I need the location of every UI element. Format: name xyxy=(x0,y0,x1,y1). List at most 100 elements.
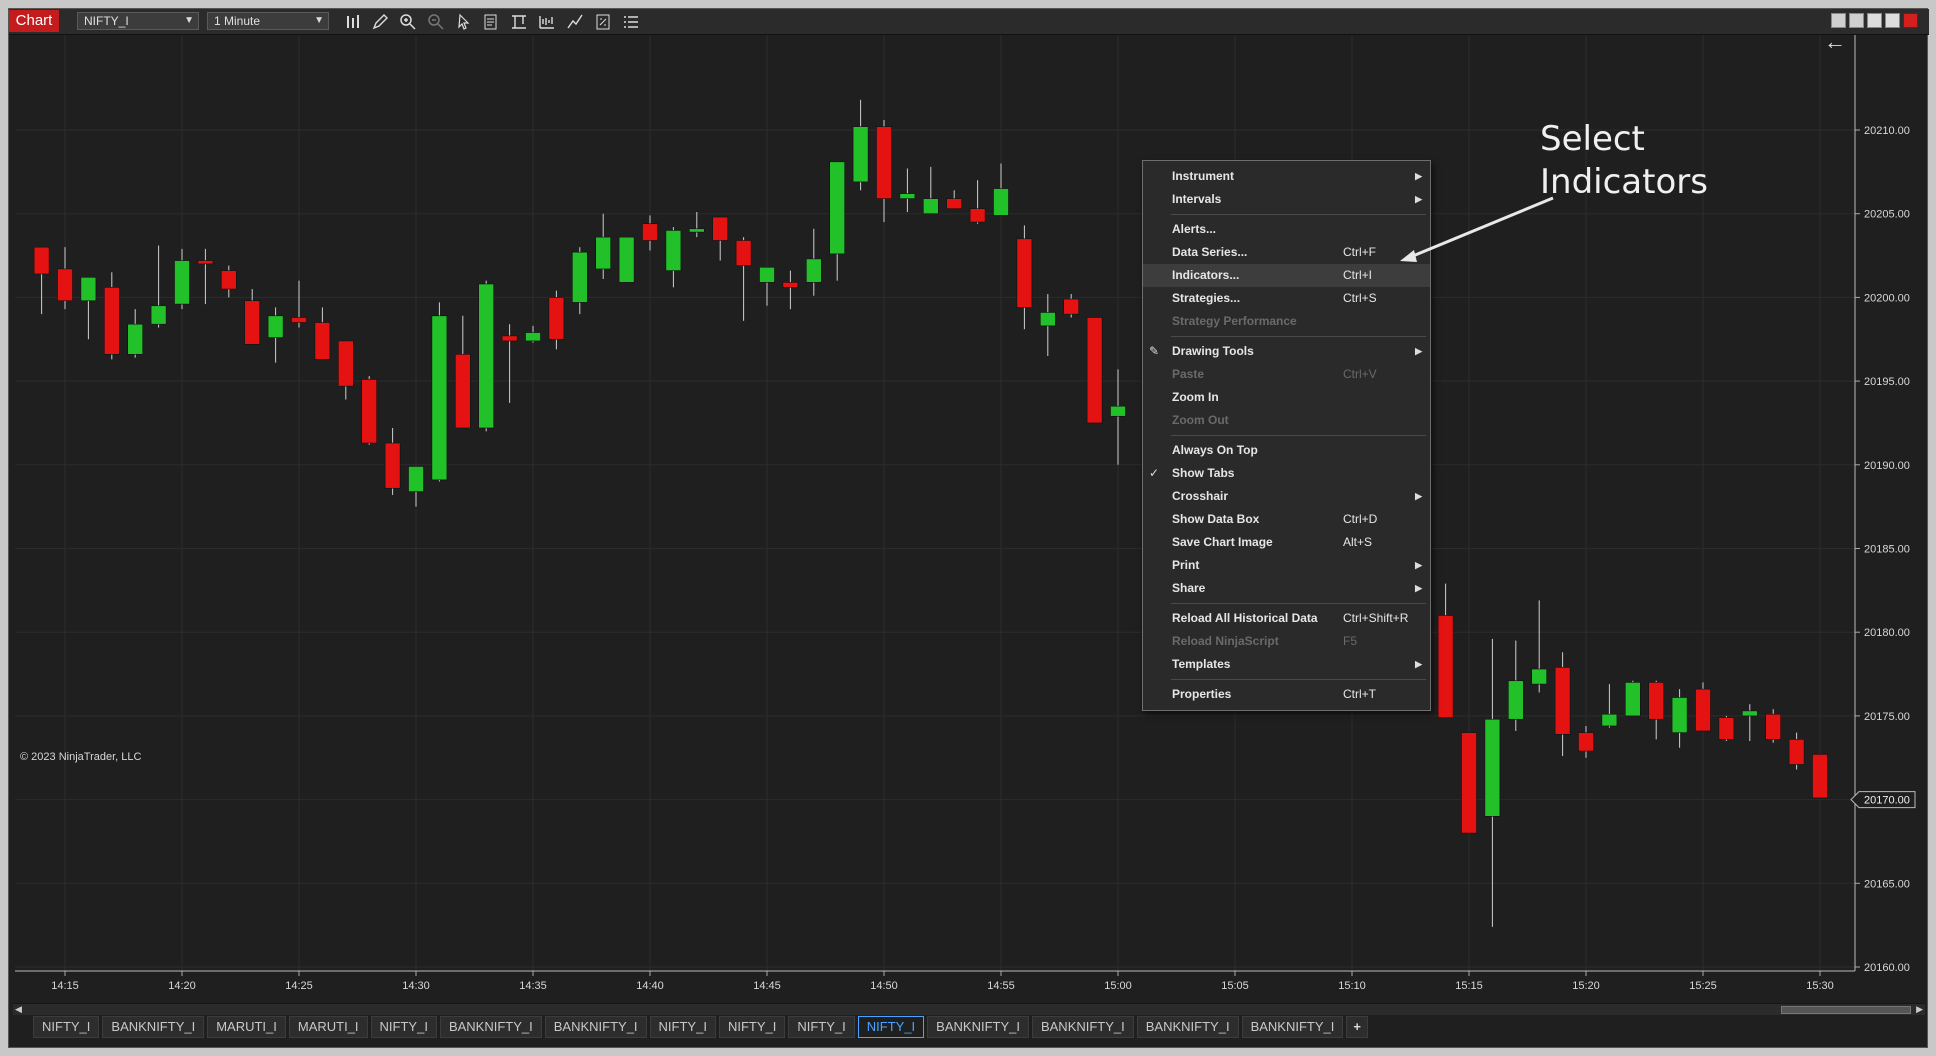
menu-item-show-data-box[interactable]: Show Data Box Ctrl+D xyxy=(1143,508,1430,531)
instrument-tab[interactable]: NIFTY_I xyxy=(857,1016,925,1038)
candle xyxy=(1601,684,1618,728)
back-arrow-icon[interactable]: ← xyxy=(1824,29,1846,54)
submenu-arrow-icon: ▶ xyxy=(1415,194,1422,204)
instrument-tab[interactable]: BANKNIFTY_I xyxy=(1031,1016,1134,1038)
pencil-icon[interactable] xyxy=(370,12,390,32)
menu-item-label: Templates xyxy=(1172,657,1231,671)
menu-item-properties[interactable]: Properties Ctrl+T xyxy=(1143,683,1430,706)
instrument-tab[interactable]: NIFTY_I xyxy=(788,1016,855,1038)
y-tick-label: 20165.00 xyxy=(1864,878,1910,890)
menu-item-strategies[interactable]: Strategies... Ctrl+S xyxy=(1143,287,1430,310)
instrument-selector[interactable]: NIFTY_I ▼ xyxy=(77,12,199,30)
instrument-tab[interactable]: MARUTI_I xyxy=(207,1016,286,1038)
menu-item-drawing-tools[interactable]: ✎ Drawing Tools ▶ xyxy=(1143,340,1430,363)
instrument-tab[interactable]: NIFTY_I xyxy=(649,1016,716,1038)
data-series-icon[interactable] xyxy=(481,12,501,32)
instrument-tab[interactable]: NIFTY_I xyxy=(718,1016,786,1038)
properties-icon[interactable] xyxy=(593,12,613,32)
tile-window-button[interactable] xyxy=(1831,13,1846,28)
menu-item-shortcut: Ctrl+D xyxy=(1343,512,1378,526)
candle xyxy=(993,163,1009,216)
candle-body xyxy=(361,379,378,444)
menu-item-reload-all-historical-data[interactable]: Reload All Historical Data Ctrl+Shift+R xyxy=(1143,607,1430,630)
candle xyxy=(829,161,846,281)
y-tick-label: 20205.00 xyxy=(1864,209,1910,221)
candle-body xyxy=(267,315,284,338)
instrument-tab[interactable]: NIFTY_I xyxy=(33,1016,100,1038)
interval-value: 1 Minute xyxy=(214,14,261,28)
instrument-tab[interactable]: MARUTI_I xyxy=(288,1016,368,1038)
scroll-right-icon[interactable]: ▶ xyxy=(1916,1004,1923,1014)
candle-body xyxy=(1788,739,1805,765)
menu-item-shortcut: Ctrl+F xyxy=(1343,245,1376,259)
chart-toolbar: Chart NIFTY_I ▼ 1 Minute ▼ xyxy=(9,9,1929,35)
candle-body xyxy=(80,277,97,302)
candle-body xyxy=(314,322,331,360)
candle-body xyxy=(548,297,565,340)
scrollbar-thumb[interactable] xyxy=(1781,1006,1911,1014)
menu-item-save-chart-image[interactable]: Save Chart Image Alt+S xyxy=(1143,531,1430,554)
restore-button[interactable] xyxy=(1885,13,1900,28)
instrument-tab[interactable]: BANKNIFTY_I xyxy=(927,1016,1029,1038)
candle-body xyxy=(759,266,775,283)
menu-item-label: Alerts... xyxy=(1172,222,1217,236)
bars-type-icon[interactable] xyxy=(343,12,363,32)
menu-item-alerts[interactable]: Alerts... xyxy=(1143,218,1430,241)
strategies-icon[interactable] xyxy=(509,12,529,32)
candle-body xyxy=(1508,680,1524,720)
candle-body xyxy=(993,188,1009,216)
indicators-icon[interactable] xyxy=(537,12,557,32)
candle xyxy=(478,280,495,432)
menu-item-templates[interactable]: Templates ▶ xyxy=(1143,653,1430,676)
menu-separator xyxy=(1171,435,1426,436)
candle xyxy=(665,227,682,288)
menu-item-label: Show Data Box xyxy=(1172,512,1260,526)
y-tick-label: 20200.00 xyxy=(1864,292,1910,304)
scroll-left-icon[interactable]: ◀ xyxy=(15,1004,22,1014)
menu-item-indicators[interactable]: Indicators... Ctrl+I xyxy=(1143,264,1430,287)
instrument-tab[interactable]: BANKNIFTY_I xyxy=(544,1016,647,1038)
candle xyxy=(337,340,354,400)
menu-item-share[interactable]: Share ▶ xyxy=(1143,577,1430,600)
instrument-tab[interactable]: BANKNIFTY_I xyxy=(1136,1016,1239,1038)
candle-body xyxy=(829,161,846,255)
candle-body xyxy=(876,126,892,199)
candle-body xyxy=(899,193,916,199)
line-icon[interactable] xyxy=(565,12,585,32)
candle xyxy=(946,190,963,209)
candle xyxy=(969,180,986,224)
candle xyxy=(501,324,518,403)
candle-body xyxy=(478,283,495,429)
add-tab-button[interactable]: + xyxy=(1346,1016,1368,1038)
candle-body xyxy=(1437,615,1454,718)
menu-item-data-series[interactable]: Data Series... Ctrl+F xyxy=(1143,241,1430,264)
minimize-button[interactable] xyxy=(1867,13,1882,28)
close-button[interactable] xyxy=(1903,13,1918,28)
pointer-icon[interactable] xyxy=(454,12,474,32)
tile-window-button-2[interactable] xyxy=(1849,13,1864,28)
instrument-tab[interactable]: NIFTY_I xyxy=(370,1016,437,1038)
x-tick-label: 15:05 xyxy=(1221,980,1249,992)
menu-item-intervals[interactable]: Intervals ▶ xyxy=(1143,188,1430,211)
instrument-tab[interactable]: BANKNIFTY_I xyxy=(439,1016,542,1038)
menu-item-always-on-top[interactable]: Always On Top xyxy=(1143,439,1430,462)
zoom-in-icon[interactable] xyxy=(398,12,418,32)
zoom-out-icon[interactable] xyxy=(426,12,446,32)
list-icon[interactable] xyxy=(621,12,641,32)
x-tick-label: 15:30 xyxy=(1806,980,1834,992)
horizontal-scrollbar[interactable]: ◀ ▶ xyxy=(13,1003,1925,1015)
price-chart[interactable]: 20210.00 20205.00 20200.00 20195.00 20190.00… xyxy=(9,35,1929,1003)
candle xyxy=(759,266,775,306)
interval-selector[interactable]: 1 Minute ▼ xyxy=(207,12,329,30)
candle xyxy=(197,248,214,305)
chevron-down-icon: ▼ xyxy=(184,15,194,26)
menu-item-instrument[interactable]: Instrument ▶ xyxy=(1143,165,1430,188)
menu-item-show-tabs[interactable]: ✓ Show Tabs xyxy=(1143,462,1430,485)
x-tick-label: 14:40 xyxy=(636,980,664,992)
instrument-tab[interactable]: BANKNIFTY_I xyxy=(1241,1016,1344,1038)
menu-item-crosshair[interactable]: Crosshair ▶ xyxy=(1143,485,1430,508)
menu-item-zoom-in[interactable]: Zoom In xyxy=(1143,386,1430,409)
menu-item-print[interactable]: Print ▶ xyxy=(1143,554,1430,577)
candle xyxy=(852,99,869,191)
instrument-tab[interactable]: BANKNIFTY_I xyxy=(102,1016,205,1038)
